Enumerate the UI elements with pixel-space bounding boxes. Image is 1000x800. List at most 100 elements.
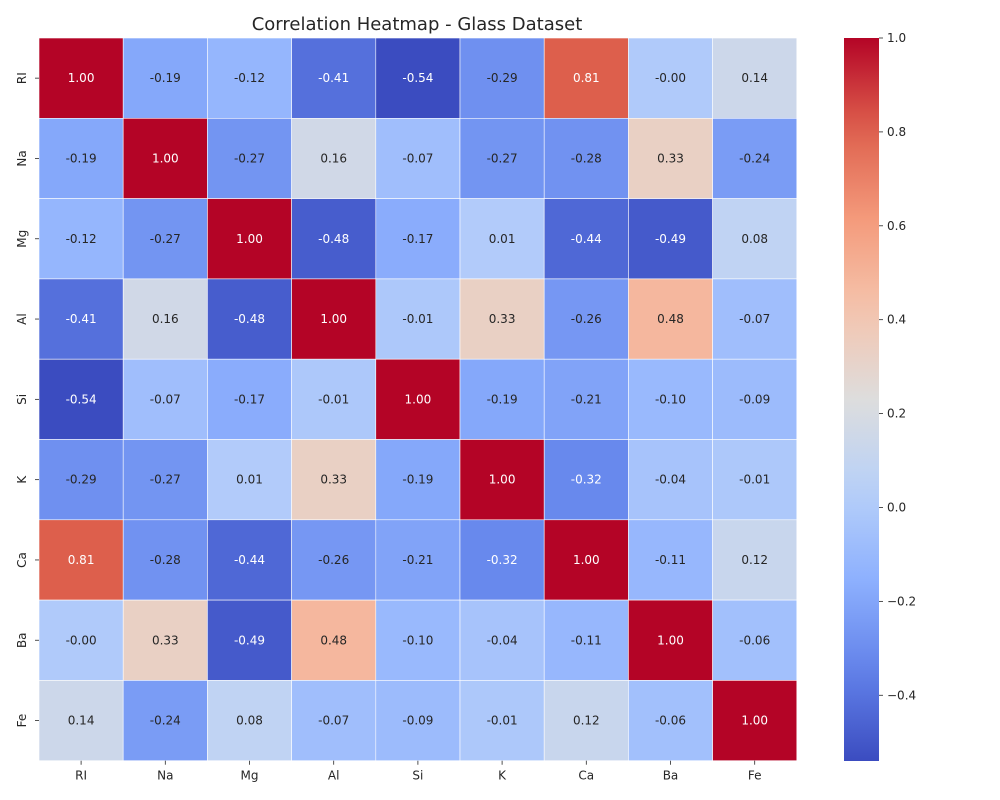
x-tick-label: Fe [748,769,762,783]
cell-value-label: 0.01 [236,473,263,487]
cell-value-label: 1.00 [236,232,263,246]
cell-value-label: -0.10 [402,633,433,647]
cell-value-label: -0.01 [739,473,770,487]
heatmap-cell [38,118,124,199]
cell-value-label: -0.17 [234,392,265,406]
cell-value-label: -0.32 [487,553,518,567]
heatmap-cell [712,599,798,681]
cell-value-label: 0.16 [320,151,347,165]
cell-value-label: -0.21 [402,553,433,567]
cell-value-label: 1.00 [741,714,768,728]
cell-value-label: -0.48 [318,232,349,246]
cell-value-label: -0.49 [655,232,686,246]
y-tick-label: Ca [15,552,29,568]
heatmap-cell [207,680,292,762]
cell-value-label: -0.01 [318,392,349,406]
cell-value-label: -0.11 [571,633,602,647]
cell-value-label: 1.00 [573,553,600,567]
heatmap-cell [38,278,124,360]
heatmap-cell [38,198,124,280]
y-tick-label: Na [15,150,29,166]
x-axis: RI Na Mg Al Si K Ca Ba Fe [75,760,762,783]
heatmap-cell [712,358,798,440]
colorbar-tick-label: 0.8 [887,125,906,139]
cell-value-label: -0.19 [402,473,433,487]
cell-value-label: -0.12 [234,71,265,85]
heatmap-cell [712,680,798,762]
heatmap-cell [543,198,629,280]
cell-value-label: 1.00 [152,151,179,165]
heatmap-cell [543,599,629,681]
cell-value-label: 0.48 [657,312,684,326]
x-tick-label: Ca [578,769,594,783]
heatmap-cell [543,118,629,199]
cell-value-label: 1.00 [657,633,684,647]
colorbar-tick-label: 1.0 [887,31,906,45]
heatmap-cell [375,37,461,119]
heatmap-cell [375,680,461,762]
cell-value-label: 1.00 [489,473,516,487]
heatmap-cell [628,519,713,601]
heatmap-cell [207,198,292,280]
y-axis: RI Na Mg Al Si K Ca Ba Fe [15,72,39,727]
colorbar-tick-label: 0.6 [887,219,906,233]
y-tick-label: Al [15,313,29,325]
y-tick-label: RI [15,72,29,84]
heatmap-cell [207,358,292,440]
cell-value-label: -0.07 [318,714,349,728]
heatmap-cell [375,599,461,681]
heatmap-cell [459,439,545,521]
heatmap-cell [628,599,713,681]
cell-value-label: 0.14 [741,71,768,85]
cell-value-label: -0.44 [571,232,602,246]
cell-value-label: 0.33 [320,473,347,487]
heatmap-cell [122,680,208,762]
cell-value-label: -0.12 [66,232,97,246]
cell-value-label: -0.00 [66,633,97,647]
cell-value-label: 0.14 [68,714,95,728]
heatmap-cell [543,358,629,440]
chart-title: Correlation Heatmap - Glass Dataset [252,14,583,35]
x-tick-label: Al [328,769,340,783]
cell-value-label: -0.41 [66,312,97,326]
y-tick-label: Mg [15,230,29,248]
heatmap-cell [38,519,124,601]
heatmap-cell [375,439,461,521]
heatmap-cell [122,519,208,601]
y-tick-label: K [15,475,29,484]
cell-value-label: 1.00 [405,392,432,406]
x-tick-label: RI [75,769,87,783]
cell-value-label: 0.33 [657,151,684,165]
heatmap-cell [459,680,545,762]
cell-value-label: 0.81 [68,553,95,567]
cell-value-label: -0.06 [739,633,770,647]
cell-value-label: -0.24 [739,151,770,165]
heatmap-cell [291,278,377,360]
heatmap-cell [38,599,124,681]
cell-value-label: -0.41 [318,71,349,85]
heatmap-cell [628,278,713,360]
cell-value-label: -0.24 [150,714,181,728]
cell-value-label: -0.48 [234,312,265,326]
colorbar-tick-label: 0.4 [887,313,906,327]
heatmap-cell [712,278,798,360]
cell-value-label: -0.04 [487,633,518,647]
heatmap-cell [291,358,377,440]
colorbar-tick-label: 0.2 [887,407,906,421]
x-tick-label: Mg [241,769,259,783]
cell-value-label: -0.32 [571,473,602,487]
cell-value-label: -0.04 [655,473,686,487]
cell-value-label: 1.00 [320,312,347,326]
cell-value-label: -0.19 [487,392,518,406]
heatmap-cell [38,680,124,762]
cell-value-label: -0.54 [402,71,433,85]
heatmap-cell [628,118,713,199]
cell-value-label: -0.26 [571,312,602,326]
cell-value-label: -0.19 [150,71,181,85]
heatmap-cell [207,519,292,601]
cell-value-label: -0.07 [150,392,181,406]
x-tick-label: Ba [663,769,679,783]
heatmap-cell [375,118,461,199]
cell-value-label: 0.12 [573,714,600,728]
